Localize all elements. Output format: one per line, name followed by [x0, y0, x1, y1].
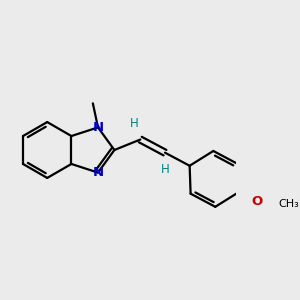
Text: CH₃: CH₃	[278, 200, 299, 209]
Text: N: N	[92, 121, 104, 134]
Text: N: N	[92, 166, 104, 179]
Text: H: H	[160, 164, 169, 176]
Text: O: O	[252, 195, 263, 208]
Text: H: H	[129, 117, 138, 130]
